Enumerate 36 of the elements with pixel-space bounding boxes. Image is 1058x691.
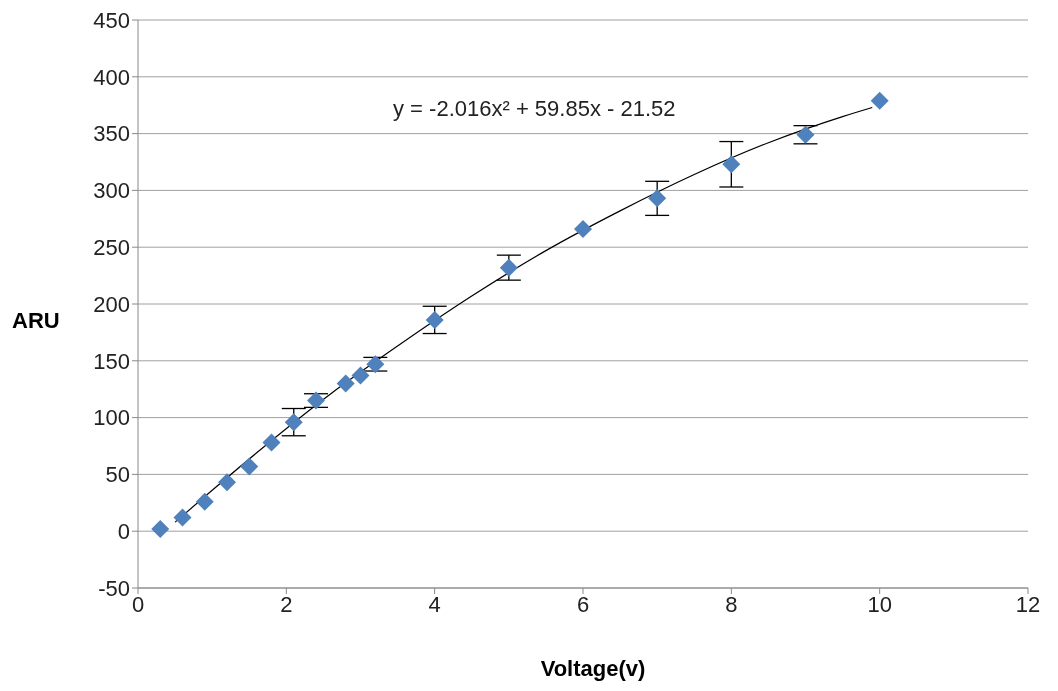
x-axis-title: Voltage(v)	[539, 656, 647, 682]
point	[262, 433, 281, 452]
x-tick-label: 6	[576, 591, 590, 617]
point	[722, 155, 741, 174]
y-tick-label: 100	[93, 405, 130, 431]
y-tick-label: 50	[105, 462, 130, 488]
point	[336, 374, 355, 393]
point	[307, 391, 325, 410]
x-tick-label: 4	[428, 591, 441, 617]
y-tick-label: 450	[93, 7, 130, 33]
y-tick-label: 250	[93, 235, 130, 261]
x-tick-label: 10	[867, 591, 892, 617]
point	[218, 473, 236, 492]
point	[151, 519, 170, 538]
y-tick-label: 0	[117, 519, 130, 545]
y-tick-label: -50	[98, 575, 130, 601]
x-tick-label: 2	[280, 591, 293, 617]
x-tick-label: 8	[725, 591, 738, 617]
y-tick-label: 300	[93, 178, 130, 204]
annotation: y = -2.016x² + 59.85x - 21.52	[393, 96, 676, 122]
y-tick-label: 350	[93, 121, 130, 147]
point	[351, 366, 370, 385]
point	[240, 457, 259, 476]
y-tick-label: 200	[93, 291, 130, 317]
point	[195, 492, 214, 511]
x-tick-label: 12	[1015, 591, 1041, 617]
point	[173, 508, 192, 527]
point	[574, 220, 592, 239]
y-tick-label: 150	[93, 348, 130, 374]
y-tick-label: 400	[93, 64, 130, 90]
point	[366, 355, 385, 374]
point	[284, 413, 303, 432]
point	[425, 310, 444, 329]
point	[870, 91, 889, 110]
point	[648, 189, 667, 208]
y-axis-title: ARU	[12, 308, 60, 334]
